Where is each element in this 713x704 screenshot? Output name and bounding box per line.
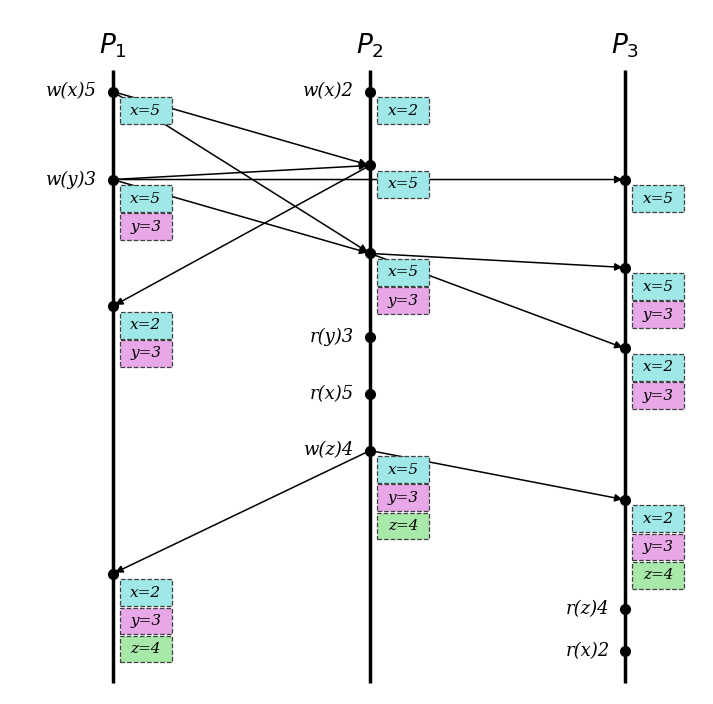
Text: x=2: x=2: [130, 586, 161, 600]
Text: y=3: y=3: [130, 220, 161, 234]
FancyBboxPatch shape: [632, 273, 684, 300]
Text: y=3: y=3: [388, 294, 419, 308]
Text: y=3: y=3: [643, 540, 674, 554]
FancyBboxPatch shape: [120, 579, 172, 606]
FancyBboxPatch shape: [120, 185, 172, 212]
Text: x=5: x=5: [643, 191, 674, 206]
Text: y=3: y=3: [130, 614, 161, 628]
Text: z=4: z=4: [130, 642, 161, 656]
Text: x=2: x=2: [643, 512, 674, 526]
FancyBboxPatch shape: [377, 513, 429, 539]
Text: w(x)2: w(x)2: [303, 82, 354, 101]
Text: w(x)5: w(x)5: [46, 82, 97, 101]
Text: x=5: x=5: [643, 279, 674, 294]
FancyBboxPatch shape: [632, 354, 684, 381]
FancyBboxPatch shape: [377, 456, 429, 483]
Text: z=4: z=4: [388, 519, 419, 533]
FancyBboxPatch shape: [377, 287, 429, 314]
Text: y=3: y=3: [643, 389, 674, 403]
FancyBboxPatch shape: [120, 312, 172, 339]
FancyBboxPatch shape: [632, 185, 684, 212]
Text: r(z)4: r(z)4: [566, 600, 610, 618]
FancyBboxPatch shape: [377, 97, 429, 124]
FancyBboxPatch shape: [120, 340, 172, 367]
FancyBboxPatch shape: [632, 301, 684, 328]
FancyBboxPatch shape: [632, 562, 684, 589]
Text: w(y)3: w(y)3: [46, 170, 97, 189]
Text: x=5: x=5: [388, 463, 419, 477]
FancyBboxPatch shape: [120, 213, 172, 240]
Text: y=3: y=3: [643, 308, 674, 322]
Text: y=3: y=3: [130, 346, 161, 360]
Text: r(x)2: r(x)2: [565, 642, 610, 660]
Text: x=2: x=2: [130, 318, 161, 332]
Text: x=5: x=5: [388, 265, 419, 279]
FancyBboxPatch shape: [377, 259, 429, 286]
Text: $P_2$: $P_2$: [356, 32, 384, 60]
Text: $P_3$: $P_3$: [611, 32, 640, 60]
FancyBboxPatch shape: [377, 484, 429, 511]
FancyBboxPatch shape: [120, 636, 172, 662]
Text: r(y)3: r(y)3: [310, 327, 354, 346]
Text: x=5: x=5: [130, 191, 161, 206]
FancyBboxPatch shape: [632, 505, 684, 532]
FancyBboxPatch shape: [632, 382, 684, 409]
Text: $P_1$: $P_1$: [98, 32, 127, 60]
FancyBboxPatch shape: [120, 97, 172, 124]
Text: x=5: x=5: [388, 177, 419, 191]
FancyBboxPatch shape: [632, 534, 684, 560]
FancyBboxPatch shape: [120, 608, 172, 634]
Text: w(z)4: w(z)4: [304, 441, 354, 460]
Text: x=2: x=2: [388, 103, 419, 118]
FancyBboxPatch shape: [377, 171, 429, 198]
Text: z=4: z=4: [643, 568, 674, 582]
Text: x=2: x=2: [643, 360, 674, 375]
Text: y=3: y=3: [388, 491, 419, 505]
Text: r(x)5: r(x)5: [310, 385, 354, 403]
Text: x=5: x=5: [130, 103, 161, 118]
